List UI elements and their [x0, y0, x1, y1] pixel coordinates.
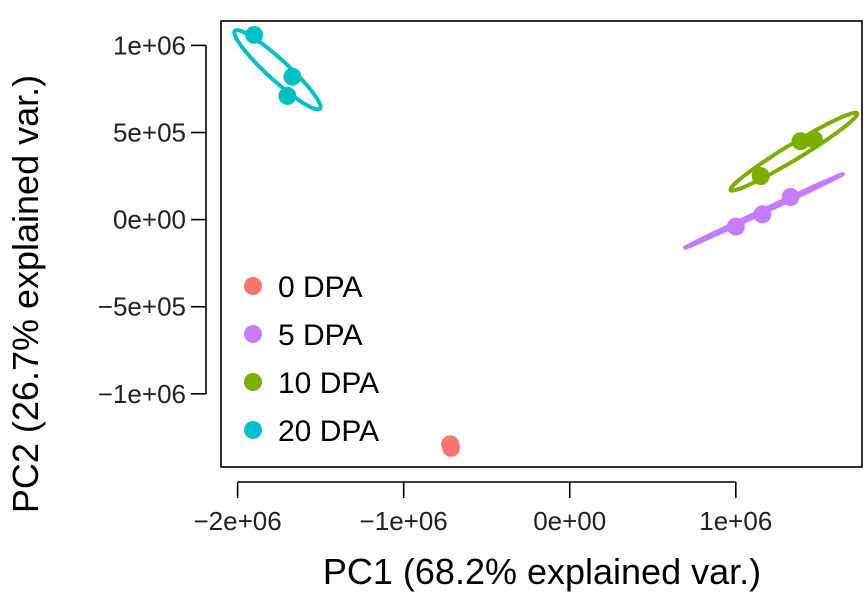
x-tick-label: 0e+00	[533, 506, 606, 536]
data-point-20-dpa	[245, 25, 264, 44]
data-point-0-dpa	[441, 438, 460, 457]
legend-key	[244, 373, 262, 391]
ellipse-10-dpa	[728, 110, 860, 193]
y-tick-label: −1e+06	[98, 379, 186, 409]
legend-label: 10 DPA	[278, 367, 379, 400]
x-axis: −2e+06 −1e+06 0e+00 1e+06	[193, 481, 772, 536]
y-tick-label: 1e+06	[113, 30, 186, 60]
data-point-20-dpa	[278, 86, 297, 105]
legend-label: 0 DPA	[278, 271, 362, 304]
legend-label: 5 DPA	[278, 319, 362, 352]
data-point-20-dpa	[283, 67, 302, 86]
y-axis-title: PC2 (26.7% explained var.)	[5, 75, 46, 513]
data-point-5-dpa	[781, 187, 800, 206]
data-points	[245, 25, 823, 457]
y-tick-label: 5e+05	[113, 118, 186, 148]
data-point-5-dpa	[753, 205, 772, 224]
y-tick-label: 0e+00	[113, 205, 186, 235]
legend: 0 DPA 5 DPA 10 DPA 20 DPA	[244, 271, 379, 448]
x-tick-label: −2e+06	[193, 506, 281, 536]
ellipse-20-dpa	[232, 28, 323, 112]
data-point-5-dpa	[726, 217, 745, 236]
y-tick-label: −5e+05	[98, 292, 186, 322]
plot-panel	[220, 20, 863, 468]
data-point-10-dpa	[751, 167, 770, 186]
legend-key	[244, 277, 262, 295]
x-tick-label: 1e+06	[699, 506, 772, 536]
data-point-10-dpa	[804, 130, 823, 149]
x-axis-title: PC1 (68.2% explained var.)	[323, 551, 761, 592]
y-axis: 1e+06 5e+05 0e+00 −5e+05 −1e+06	[98, 30, 207, 409]
legend-key	[244, 421, 262, 439]
ellipse-5-dpa	[683, 172, 845, 250]
x-tick-label: −1e+06	[360, 506, 448, 536]
legend-label: 20 DPA	[278, 415, 379, 448]
legend-key	[244, 325, 262, 343]
data-point-10-dpa	[791, 132, 810, 151]
